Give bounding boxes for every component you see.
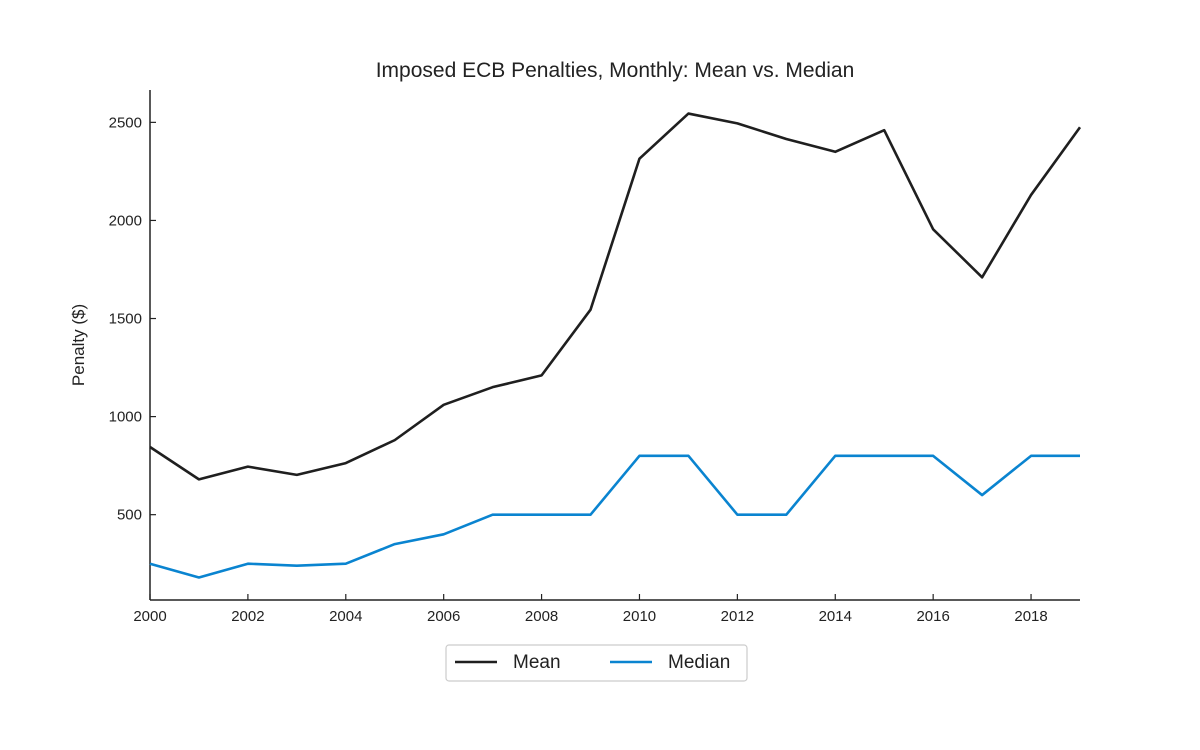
series-line-median bbox=[149, 454, 1080, 579]
series-layer bbox=[149, 112, 1082, 579]
x-tick-label: 2012 bbox=[721, 608, 754, 625]
y-tick-label: 2500 bbox=[109, 114, 142, 131]
axes: 500 1000 1500 2000 2500 2000 2002 2004 2006 2008 2… bbox=[109, 90, 1080, 625]
legend-label-median: Median bbox=[668, 652, 730, 673]
series-line-mean bbox=[149, 112, 1082, 481]
legend: Mean Median bbox=[445, 644, 748, 682]
x-tick-label: 2006 bbox=[427, 608, 460, 625]
y-axis-label: Penalty ($) bbox=[69, 304, 88, 386]
x-tick-label: 2014 bbox=[819, 608, 852, 625]
y-tick-label: 1500 bbox=[109, 311, 142, 328]
legend-label-mean: Mean bbox=[513, 652, 561, 673]
x-tick-label: 2004 bbox=[329, 608, 362, 625]
chart-title: Imposed ECB Penalties, Monthly: Mean vs.… bbox=[376, 59, 855, 82]
x-tick-label: 2010 bbox=[623, 608, 656, 625]
y-tick-label: 500 bbox=[117, 507, 142, 524]
y-tick-label: 2000 bbox=[109, 212, 142, 229]
x-tick-label: 2002 bbox=[231, 608, 264, 625]
x-tick-label: 2008 bbox=[525, 608, 558, 625]
legend-box bbox=[445, 644, 748, 682]
x-tick-label: 2018 bbox=[1014, 608, 1047, 625]
x-tick-label: 2016 bbox=[916, 608, 949, 625]
y-tick-label: 1000 bbox=[109, 409, 142, 426]
x-tick-label: 2000 bbox=[133, 608, 166, 625]
